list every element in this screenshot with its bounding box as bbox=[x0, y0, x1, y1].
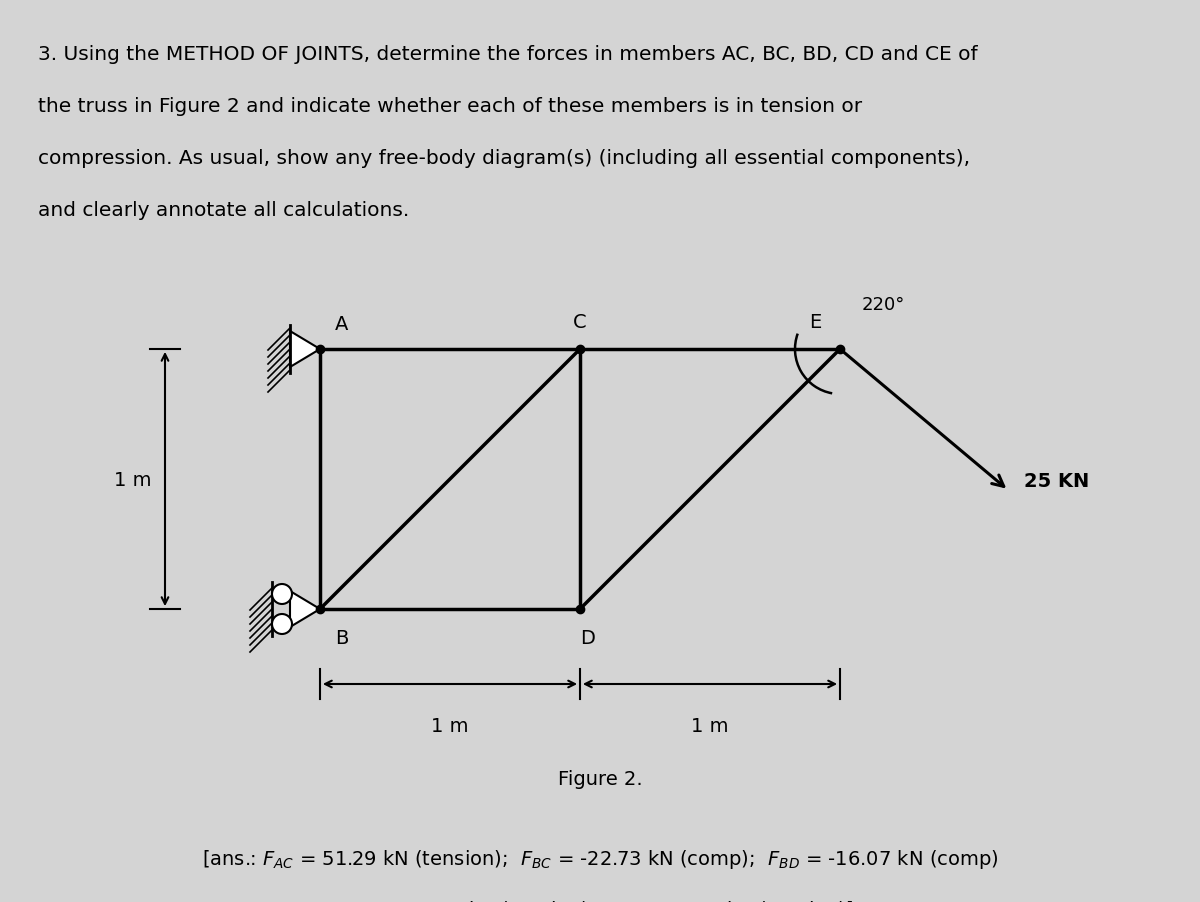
Text: C: C bbox=[574, 312, 587, 331]
Circle shape bbox=[272, 614, 292, 634]
Text: and clearly annotate all calculations.: and clearly annotate all calculations. bbox=[38, 201, 409, 220]
Text: 1 m: 1 m bbox=[114, 470, 151, 489]
Text: 1 m: 1 m bbox=[691, 716, 728, 735]
Text: 220°: 220° bbox=[862, 296, 905, 314]
Text: $\mathit{F}_{CD}$ = 16.07 kN (tension);  $\mathit{F}_{CE}$ = 35.22 kN (tension)]: $\mathit{F}_{CD}$ = 16.07 kN (tension); … bbox=[347, 899, 853, 902]
Text: compression. As usual, show any free-body diagram(s) (including all essential co: compression. As usual, show any free-bod… bbox=[38, 149, 970, 168]
Text: B: B bbox=[335, 628, 349, 647]
Circle shape bbox=[272, 584, 292, 604]
Text: 1 m: 1 m bbox=[431, 716, 469, 735]
Text: E: E bbox=[809, 312, 821, 331]
Text: [ans.: $\mathit{F}_{AC}$ = 51.29 kN (tension);  $\mathit{F}_{BC}$ = -22.73 kN (c: [ans.: $\mathit{F}_{AC}$ = 51.29 kN (ten… bbox=[202, 847, 998, 870]
Text: the truss in Figure 2 and indicate whether each of these members is in tension o: the truss in Figure 2 and indicate wheth… bbox=[38, 97, 862, 115]
Text: Figure 2.: Figure 2. bbox=[558, 769, 642, 788]
Text: A: A bbox=[335, 315, 349, 334]
Text: 3. Using the METHOD OF JOINTS, determine the forces in members AC, BC, BD, CD an: 3. Using the METHOD OF JOINTS, determine… bbox=[38, 45, 978, 64]
Polygon shape bbox=[290, 592, 320, 627]
Polygon shape bbox=[290, 332, 320, 368]
Text: 25 KN: 25 KN bbox=[1024, 472, 1088, 491]
Text: D: D bbox=[581, 628, 595, 647]
